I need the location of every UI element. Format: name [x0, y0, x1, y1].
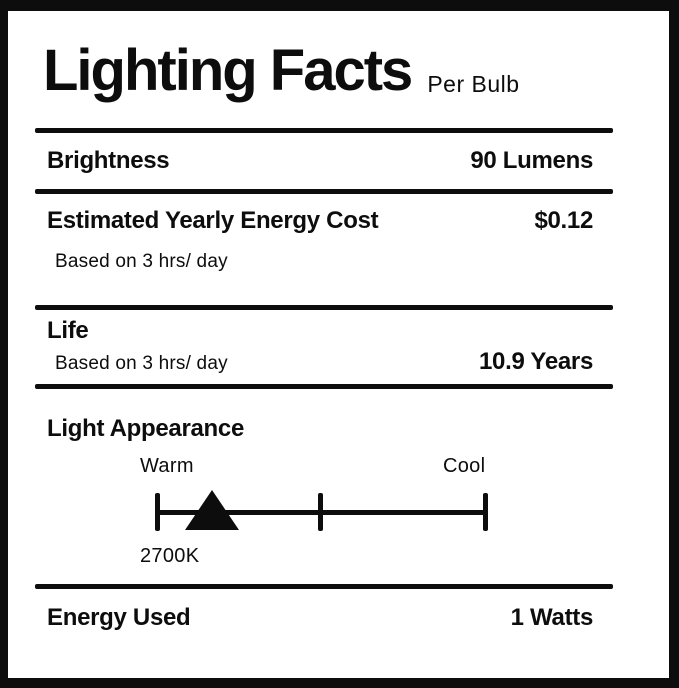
energy-used-row: Energy Used 1 Watts	[35, 589, 613, 632]
energy-used-label: Energy Used	[47, 604, 191, 631]
brightness-label: Brightness	[47, 147, 170, 174]
label-header: Lighting Facts Per Bulb	[35, 11, 613, 128]
divider	[35, 584, 613, 589]
energy-cost-row: Estimated Yearly Energy Cost $0.12	[47, 207, 593, 235]
scale-tick-warm	[155, 493, 160, 531]
scale-tick-middle	[318, 493, 323, 531]
temperature-marker-icon	[185, 490, 239, 530]
brightness-value: 90 Lumens	[470, 147, 593, 174]
life-value: 10.9 Years	[478, 348, 593, 375]
divider	[35, 384, 613, 389]
cool-label: Cool	[443, 455, 486, 477]
divider	[35, 189, 613, 194]
energy-cost-label: Estimated Yearly Energy Cost	[47, 207, 379, 234]
light-appearance-heading: Light Appearance	[47, 415, 245, 442]
scale-tick-cool	[483, 493, 488, 531]
energy-cost-value: $0.12	[534, 207, 593, 234]
divider	[35, 305, 613, 310]
energy-used-value: 1 Watts	[510, 604, 594, 631]
life-row: Based on 3 hrs/ day 10.9 Years	[47, 348, 593, 376]
marker-value: 2700K	[140, 545, 200, 567]
light-appearance-section: Light Appearance Warm Cool 2700K	[35, 389, 613, 584]
energy-cost-section: Estimated Yearly Energy Cost $0.12 Based…	[35, 194, 613, 305]
warm-label: Warm	[140, 455, 194, 477]
life-note: Based on 3 hrs/ day	[55, 353, 228, 374]
energy-cost-note: Based on 3 hrs/ day	[55, 251, 228, 272]
brightness-row: Brightness 90 Lumens	[35, 133, 613, 189]
life-section: Life Based on 3 hrs/ day 10.9 Years	[35, 310, 613, 384]
page-title: Lighting Facts	[43, 38, 413, 103]
per-bulb-subtitle: Per Bulb	[427, 71, 520, 97]
divider	[35, 128, 613, 133]
life-label: Life	[47, 317, 89, 344]
